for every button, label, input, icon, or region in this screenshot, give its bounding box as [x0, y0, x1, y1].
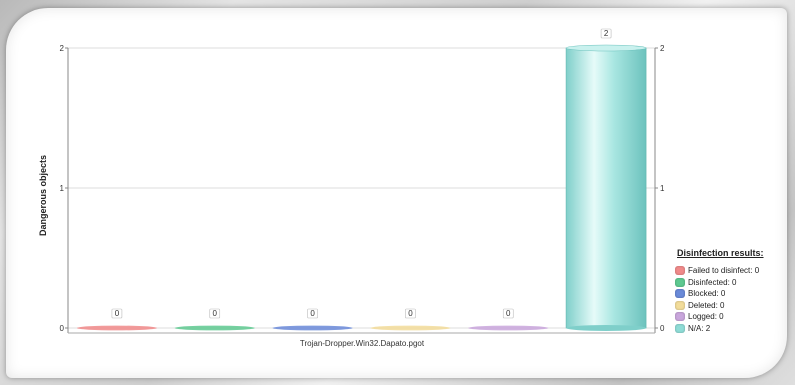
legend-item: N/A: 2 — [675, 323, 787, 335]
legend-swatch — [675, 323, 685, 333]
y-tick-label: 2 — [60, 44, 65, 53]
data-label: 0 — [213, 309, 218, 318]
legend-label: N/A: 2 — [688, 323, 711, 333]
legend-swatch — [675, 266, 685, 276]
x-tick-label: Trojan-Dropper.Win32.Dapato.pgot — [300, 339, 425, 348]
data-label-box — [307, 308, 318, 319]
legend-item: Blocked: 0 — [675, 288, 787, 300]
y2-tick-label: 2 — [660, 44, 665, 53]
legend-swatch — [675, 289, 685, 299]
data-label: 0 — [310, 309, 315, 318]
legend-label: Failed to disinfect: 0 — [688, 266, 760, 276]
legend-label: Deleted: 0 — [688, 300, 725, 310]
y-axis-label: Dangerous objects — [38, 155, 48, 236]
legend-items: Failed to disinfect: 0 Disinfected: 0 Bloc… — [675, 265, 787, 334]
data-label-box — [600, 28, 612, 39]
plot-area: 0 0 1 1 2 2 0 0 0 0 0 2 — [60, 28, 665, 334]
data-label-box — [502, 308, 514, 319]
legend-label: Blocked: 0 — [688, 289, 726, 299]
y-tick-label: 1 — [60, 184, 65, 193]
bar-flat — [76, 325, 157, 331]
legend-item: Logged: 0 — [675, 311, 787, 323]
legend-item: Deleted: 0 — [675, 300, 787, 312]
bar-flat — [468, 325, 549, 331]
y-tick-label: 0 — [60, 324, 65, 333]
bar-top — [565, 44, 647, 52]
data-label-box — [405, 308, 416, 319]
bar-flat — [272, 325, 353, 331]
legend-label: Disinfected: 0 — [688, 277, 737, 287]
data-label-box — [111, 308, 123, 319]
legend-title: Disinfection results: — [677, 248, 764, 258]
data-label: 0 — [115, 309, 120, 318]
y2-tick-label: 1 — [660, 184, 665, 193]
y2-tick-label: 0 — [660, 324, 665, 333]
data-label: 0 — [506, 309, 511, 318]
legend-label: Logged: 0 — [688, 312, 724, 322]
legend-swatch — [675, 300, 685, 310]
bar-flat — [370, 325, 451, 331]
legend-swatch — [675, 277, 685, 287]
legend-item: Disinfected: 0 — [675, 277, 787, 289]
data-label: 2 — [604, 29, 609, 38]
legend: Disinfection results: Failed to disinfec… — [675, 248, 787, 334]
bar-base — [566, 325, 647, 331]
data-label: 0 — [408, 309, 413, 318]
bar-flat — [174, 325, 255, 331]
legend-item: Failed to disinfect: 0 — [675, 265, 787, 277]
data-label-box — [209, 308, 221, 319]
bar — [565, 47, 647, 329]
chart-card — [6, 8, 787, 378]
legend-swatch — [675, 312, 685, 322]
